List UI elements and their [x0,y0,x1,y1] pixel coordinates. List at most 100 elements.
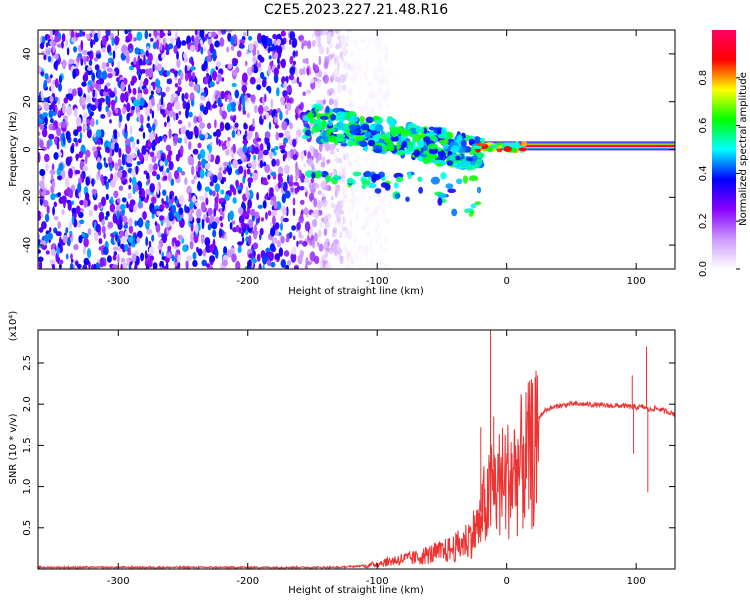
spectrogram-cell [371,92,376,98]
spectrogram-cell [428,147,439,155]
spectrogram-cell [141,60,146,66]
spectrogram-cell [199,95,205,101]
spectrogram-cell [169,37,175,44]
spectrogram-cell [134,263,138,269]
spectrogram-cell [94,64,100,71]
spectrogram-cell [235,224,240,233]
spectrogram-cell [292,197,296,206]
spectrogram-cell [128,217,133,227]
spectrogram-cell [45,250,50,255]
spectrogram-cell [476,186,482,194]
spectrogram-cell [356,245,362,253]
spectrogram-cell [214,248,219,259]
spectrogram-cell [39,168,46,177]
spectrogram-cell [277,166,284,176]
spectrogram-cell [81,31,86,37]
spectrogram-cell [341,34,345,44]
spectrogram-cell [101,196,106,207]
spectrogram-cell [349,33,353,44]
spectrogram-cell [328,98,334,106]
spectrogram-cell [43,79,48,90]
spectrogram-cell [247,177,254,184]
spectrogram-cell [370,259,374,267]
spectrogram-cell [298,35,304,41]
spectrogram-cell [42,199,49,208]
spectrogram-cell [252,55,257,64]
spectrogram-cell [380,30,385,36]
spectrogram-cell [346,34,350,40]
y-tick-label: 40 [22,48,33,61]
spectrogram-cell [333,67,340,78]
spectrogram-cell [276,240,281,248]
spectrogram-cell [213,131,217,137]
spectrogram-cell [102,246,109,256]
spectrogram-cell [267,210,272,216]
spectrogram-cell [168,128,172,139]
spectrogram-cell [268,55,272,60]
spectrogram-cell [56,127,62,137]
spectrogram-cell [61,33,66,42]
spectrogram-cell [73,46,77,53]
spectrogram-cell [231,69,238,76]
spectrogram-cell [184,64,188,75]
spectrogram-cell [192,195,197,203]
spectrogram-cell [118,246,122,252]
spectrogram-cell [276,38,281,46]
spectrogram-cell [149,183,155,193]
spectrogram-cell [461,139,467,148]
spectrogram-cell [55,62,58,71]
spectrogram-cell [92,89,96,98]
spectrogram-cell [468,175,479,182]
spectrogram-cell [234,89,240,99]
spectrogram-cell [67,91,74,101]
spectrogram-cell [496,148,503,153]
spectrogram-cell [231,220,236,225]
spectrogram-cell [95,146,102,151]
spectrogram-cell [279,145,285,150]
spectrogram-cell [413,149,421,158]
spectrogram-cell [175,31,178,40]
spectrogram-cell [131,106,136,111]
spectrogram-cell [272,215,276,226]
spectrogram-cell [144,250,148,261]
spectrogram-cell [49,259,56,265]
spectrogram-cell [209,43,214,54]
spectrogram-cell [75,61,79,69]
spectrogram-cell [197,142,202,149]
spectrogram-cell [214,119,217,129]
spectrogram-cell [346,177,354,184]
spectrogram-cell [210,141,213,147]
spectrogram-cell [295,67,298,76]
spectrogram-cell [266,141,271,151]
spectrogram-cell [265,112,270,118]
spectrogram-cell [351,187,354,197]
spectrogram-cell [161,53,166,60]
spectrogram-cell [87,51,92,56]
spectrogram-cell [300,151,304,162]
spectrogram-cell [321,156,326,162]
spectrogram-cell [295,167,300,176]
spectrogram-cell [353,39,358,46]
spectrogram-cell [185,102,191,111]
spectrogram-cell [305,57,309,65]
spectrogram-cell [309,251,316,262]
spectrogram-cell [296,129,302,137]
spectrogram-cell [521,141,528,147]
spectrogram-cell [362,199,369,209]
spectrogram-cell [109,91,116,98]
spectrogram-cell [193,204,196,210]
spectrogram-cell [199,195,205,201]
spectrogram-cell [168,150,173,157]
spectrogram-cell [219,216,223,222]
spectrogram-cell [101,47,106,53]
spectrogram-cell [343,165,347,170]
spectrogram-cell [382,45,389,51]
spectrogram-cell [252,50,256,56]
spectrogram-cell [129,48,133,53]
spectrogram-cell [323,228,328,236]
spectrogram-cell [277,63,281,70]
spectrogram-cell [64,176,70,187]
spectrogram-cell [160,154,165,163]
spectrogram-cell [58,259,64,265]
spectrogram-cell [318,261,324,269]
